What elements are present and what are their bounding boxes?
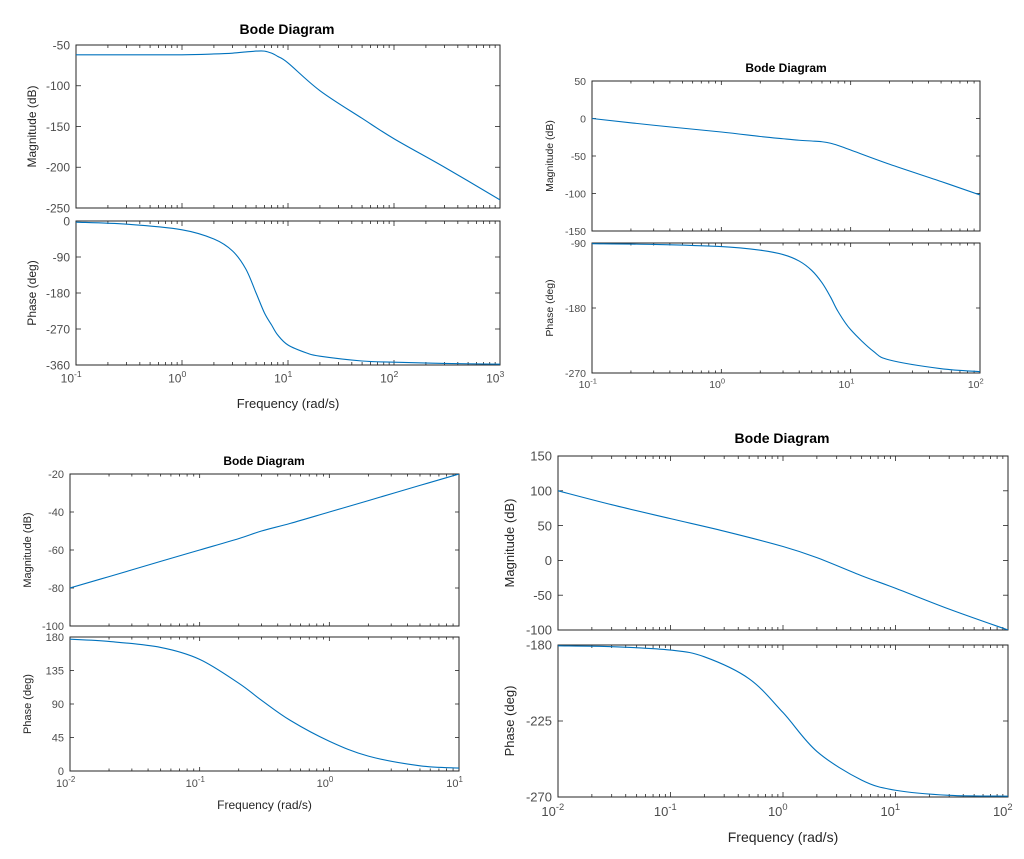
bode4-chart: Bode Diagram 150 100 50 0 -50 -100 Magnitude (d…	[502, 430, 1013, 845]
bode4-magnitude-axes: 150 100 50 0 -50 -100 Magnitude (dB)	[502, 449, 1009, 638]
y-tick-label: -90	[571, 238, 586, 250]
bode1-chart: Bode Diagram -50 -100 -150 -200 -250 Magnitude…	[25, 21, 504, 411]
x-tick-label: 10-2	[56, 775, 75, 790]
y-tick-label: -100	[42, 621, 64, 633]
y-tick-label: 90	[52, 699, 64, 711]
x-tick-label: 101	[446, 775, 463, 790]
y-tick-label: -180	[46, 286, 70, 300]
x-axis-label: Frequency (rad/s)	[237, 396, 340, 411]
bode3-chart: Bode Diagram -20 -40 -60 -80 -100 Magnitude (d…	[22, 454, 464, 812]
magnitude-line	[70, 474, 459, 589]
bode3-phase-axes: 180 135 90 45 0 Phase (deg) 10-2 10-1 100 101	[22, 632, 464, 790]
y-tick-label: -90	[53, 250, 71, 264]
plot-area	[557, 455, 1009, 631]
y-tick-label: -50	[53, 38, 71, 52]
x-tick-label: 100	[709, 377, 725, 392]
plot-area	[75, 220, 501, 366]
y-axis-label: Phase (deg)	[25, 260, 39, 325]
bode4-phase-axes: -180 -225 -270 Phase (deg) 10-2 10-1 100 101 102	[502, 638, 1013, 819]
y-axis-label: Phase (deg)	[502, 686, 517, 757]
y-axis-label: Magnitude (dB)	[25, 85, 39, 167]
chart-title: Bode Diagram	[745, 61, 826, 75]
y-tick-label: -180	[526, 638, 552, 653]
y-tick-label: -100	[526, 623, 552, 638]
y-axis-label: Magnitude (dB)	[22, 512, 34, 587]
x-tick-label: 10-2	[541, 802, 564, 819]
y-tick-label: 150	[530, 449, 552, 464]
chart-title: Bode Diagram	[223, 454, 304, 468]
plot-area	[75, 44, 501, 209]
y-tick-label: -180	[565, 303, 586, 315]
y-tick-label: 50	[574, 76, 586, 88]
y-tick-label: -50	[533, 588, 552, 603]
plot-area	[69, 636, 460, 772]
plot-area	[591, 242, 981, 374]
bode2-phase-axes: -90 -180 -270 Phase (deg) 10-1 100 101 102	[544, 238, 984, 391]
phase-line	[592, 243, 980, 373]
y-tick-label: 0	[545, 553, 552, 568]
plot-area	[591, 80, 981, 232]
y-tick-label: -250	[46, 201, 70, 215]
x-tick-label: 102	[380, 369, 398, 385]
magnitude-line	[76, 50, 500, 201]
y-tick-label: -270	[565, 368, 586, 380]
phase-line	[558, 645, 1008, 797]
chart-title: Bode Diagram	[735, 430, 830, 446]
x-axis-label: Frequency (rad/s)	[217, 798, 312, 812]
x-tick-label: 103	[486, 369, 504, 385]
plot-area	[69, 473, 460, 627]
bode2-chart: Bode Diagram 50 0 -50 -100 -150 Magnitude (dB)…	[544, 61, 984, 391]
y-tick-label: -40	[48, 507, 64, 519]
y-tick-label: 0	[580, 113, 586, 125]
x-tick-label: 100	[168, 369, 186, 385]
y-tick-label: 50	[538, 518, 552, 533]
y-tick-label: -100	[565, 188, 586, 200]
y-tick-label: 0	[58, 766, 64, 778]
y-tick-label: -50	[571, 151, 586, 163]
x-tick-label: 101	[274, 369, 292, 385]
x-tick-label: 100	[317, 775, 334, 790]
x-tick-label: 10-1	[61, 369, 82, 385]
y-axis-label: Magnitude (dB)	[544, 120, 556, 192]
y-tick-label: -360	[46, 358, 70, 372]
y-tick-label: 135	[46, 665, 64, 677]
y-tick-label: 0	[63, 214, 70, 228]
chart-title: Bode Diagram	[240, 21, 335, 37]
y-tick-label: -200	[46, 161, 70, 175]
bode2-magnitude-axes: 50 0 -50 -100 -150 Magnitude (dB)	[544, 76, 981, 238]
x-tick-label: 10-1	[654, 802, 677, 819]
phase-line	[70, 638, 459, 769]
y-tick-label: -100	[46, 79, 70, 93]
x-tick-label: 10-1	[186, 775, 206, 790]
x-tick-label: 101	[880, 802, 900, 819]
y-tick-label: -225	[526, 714, 552, 729]
y-tick-label: -150	[46, 120, 70, 134]
y-tick-label: -270	[46, 322, 70, 336]
phase-line	[76, 221, 500, 365]
x-axis-label: Frequency (rad/s)	[728, 829, 838, 845]
plot-area	[557, 644, 1009, 798]
y-tick-label: 45	[52, 732, 64, 744]
bode1-phase-axes: 0 -90 -180 -270 -360 Phase (deg) 10-1 100 101 102…	[25, 214, 504, 385]
y-axis-label: Phase (deg)	[22, 674, 34, 734]
y-tick-label: -20	[48, 469, 64, 481]
y-tick-label: -270	[526, 790, 552, 805]
y-tick-label: 100	[530, 483, 552, 498]
bode3-magnitude-axes: -20 -40 -60 -80 -100 Magnitude (dB)	[22, 469, 460, 633]
y-axis-label: Magnitude (dB)	[502, 499, 517, 588]
x-tick-label: 102	[968, 377, 984, 392]
x-tick-label: 102	[993, 802, 1013, 819]
x-tick-label: 100	[768, 802, 788, 819]
y-tick-label: -150	[565, 226, 586, 238]
magnitude-line	[558, 490, 1008, 630]
y-tick-label: 180	[46, 632, 64, 644]
x-tick-label: 10-1	[579, 377, 597, 392]
x-tick-label: 101	[839, 377, 855, 392]
y-tick-label: -60	[48, 545, 64, 557]
y-tick-label: -80	[48, 583, 64, 595]
y-axis-label: Phase (deg)	[544, 279, 556, 336]
bode1-magnitude-axes: -50 -100 -150 -200 -250 Magnitude (dB)	[25, 38, 501, 215]
magnitude-line	[592, 117, 980, 196]
